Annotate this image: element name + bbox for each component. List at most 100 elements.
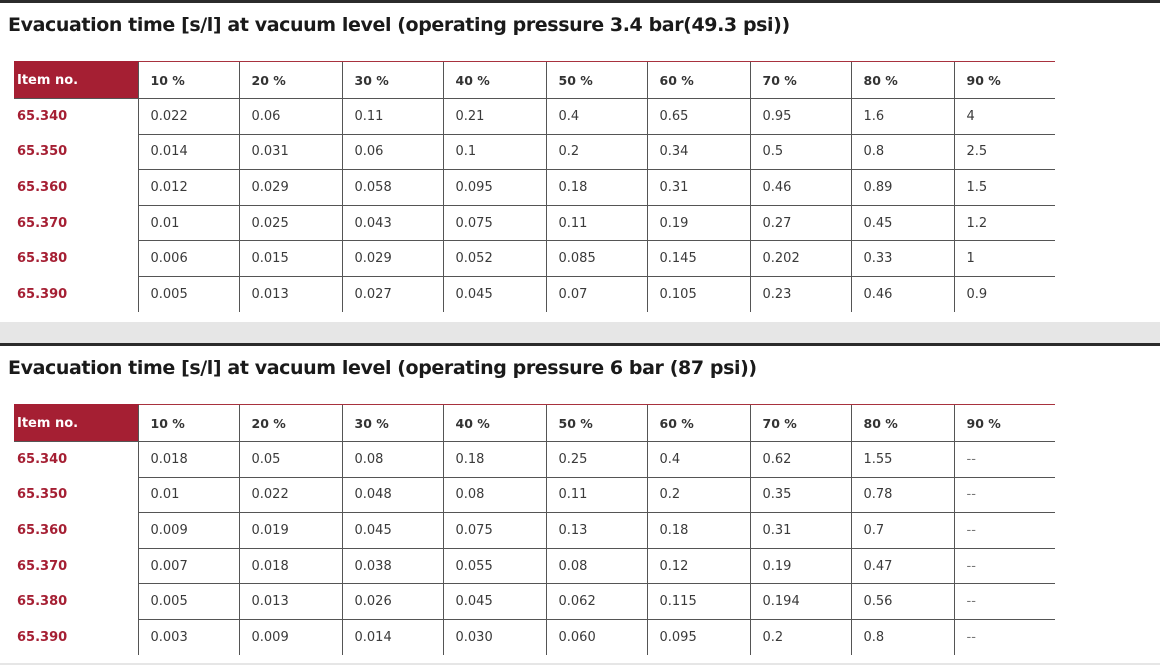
evacuation-time-value: 4 bbox=[953, 98, 1055, 135]
evacuation-time-value: 0.194 bbox=[749, 583, 851, 620]
evacuation-time-value: 1.6 bbox=[850, 98, 954, 135]
evacuation-time-value: 0.11 bbox=[545, 477, 647, 514]
evacuation-time-value: 0.35 bbox=[749, 477, 851, 514]
evacuation-time-value: 0.33 bbox=[850, 240, 954, 277]
item-number: 65.370 bbox=[17, 215, 68, 231]
evacuation-time-value: 1 bbox=[953, 240, 1055, 277]
evacuation-time-value: 0.026 bbox=[341, 583, 443, 620]
evacuation-time-value: 0.12 bbox=[646, 548, 750, 585]
vacuum-level-header: 50 % bbox=[545, 61, 647, 99]
evacuation-time-value: 0.07 bbox=[545, 276, 647, 313]
item-number: 65.360 bbox=[17, 179, 68, 195]
table-row: 65.390 0.003 0.009 0.014 0.030 0.060 0.095 0.2 0… bbox=[14, 619, 1055, 656]
evacuation-time-value: 0.8 bbox=[850, 134, 954, 171]
vacuum-level-header: 90 % bbox=[953, 404, 1055, 442]
table-section-3-4-bar: Evacuation time [s/l] at vacuum level (o… bbox=[0, 0, 1160, 322]
evacuation-time-value: 0.058 bbox=[341, 169, 443, 206]
evacuation-time-value: 0.18 bbox=[646, 512, 750, 549]
evacuation-time-value: 0.2 bbox=[749, 619, 851, 656]
evacuation-time-value: 0.105 bbox=[646, 276, 750, 313]
evacuation-time-value: 0.038 bbox=[341, 548, 443, 585]
evacuation-time-value: 0.045 bbox=[341, 512, 443, 549]
evacuation-time-value: 0.8 bbox=[850, 619, 954, 656]
table-row: 65.370 0.01 0.025 0.043 0.075 0.11 0.19 0.27 0.4… bbox=[14, 205, 1055, 242]
evacuation-time-value: 0.78 bbox=[850, 477, 954, 514]
evacuation-time-value: 0.46 bbox=[850, 276, 954, 313]
evacuation-time-value: 0.05 bbox=[238, 441, 342, 478]
evacuation-time-value: 0.025 bbox=[238, 205, 342, 242]
evacuation-time-value: 0.022 bbox=[137, 98, 239, 135]
evacuation-time-value: 0.7 bbox=[850, 512, 954, 549]
evacuation-time-value: 0.08 bbox=[545, 548, 647, 585]
evacuation-time-value: 0.027 bbox=[341, 276, 443, 313]
evacuation-time-value: 0.08 bbox=[341, 441, 443, 478]
evacuation-time-value: 0.005 bbox=[137, 276, 239, 313]
item-number: 65.340 bbox=[17, 452, 68, 468]
evacuation-time-value: 0.075 bbox=[442, 205, 546, 242]
vacuum-level-header: 20 % bbox=[238, 61, 342, 99]
evacuation-time-value: 0.18 bbox=[545, 169, 647, 206]
vacuum-level-header: 60 % bbox=[646, 404, 750, 442]
evacuation-time-value: 0.4 bbox=[545, 98, 647, 135]
evacuation-time-value: 0.095 bbox=[442, 169, 546, 206]
evacuation-time-value: 0.06 bbox=[341, 134, 443, 171]
evacuation-time-value: 0.029 bbox=[238, 169, 342, 206]
evacuation-time-value: 0.018 bbox=[137, 441, 239, 478]
evacuation-time-value: 0.060 bbox=[545, 619, 647, 656]
evacuation-time-value: 0.115 bbox=[646, 583, 750, 620]
evacuation-time-value: 0.2 bbox=[545, 134, 647, 171]
evacuation-time-value: 0.47 bbox=[850, 548, 954, 585]
evacuation-time-value: 1.5 bbox=[953, 169, 1055, 206]
table-row: 65.350 0.014 0.031 0.06 0.1 0.2 0.34 0.5 0.8 2.5 bbox=[14, 134, 1055, 171]
table-row: 65.380 0.006 0.015 0.029 0.052 0.085 0.145 0.20… bbox=[14, 240, 1055, 277]
evacuation-time-value: 0.2 bbox=[646, 477, 750, 514]
vacuum-level-header: 80 % bbox=[850, 404, 954, 442]
evacuation-time-table: Item no. 10 % 20 % 30 % 40 % 50 % 60 % 70 % 80 %… bbox=[14, 404, 1055, 656]
section-divider bbox=[0, 322, 1160, 343]
evacuation-time-table: Item no. 10 % 20 % 30 % 40 % 50 % 60 % 70 % 80 %… bbox=[14, 61, 1055, 313]
evacuation-time-value: 0.007 bbox=[137, 548, 239, 585]
evacuation-time-value: 0.5 bbox=[749, 134, 851, 171]
evacuation-time-value: 0.45 bbox=[850, 205, 954, 242]
section-title: Evacuation time [s/l] at vacuum level (o… bbox=[8, 14, 790, 36]
evacuation-time-value: 0.006 bbox=[137, 240, 239, 277]
vacuum-level-header: 40 % bbox=[442, 61, 546, 99]
evacuation-time-value: 0.015 bbox=[238, 240, 342, 277]
evacuation-time-value: 0.11 bbox=[341, 98, 443, 135]
evacuation-time-value: 0.18 bbox=[442, 441, 546, 478]
evacuation-time-value: 0.08 bbox=[442, 477, 546, 514]
evacuation-time-value: 0.030 bbox=[442, 619, 546, 656]
evacuation-time-value: 0.95 bbox=[749, 98, 851, 135]
evacuation-time-value: 0.145 bbox=[646, 240, 750, 277]
evacuation-time-value: 0.19 bbox=[749, 548, 851, 585]
table-row: 65.350 0.01 0.022 0.048 0.08 0.11 0.2 0.35 0.78-… bbox=[14, 477, 1055, 514]
evacuation-time-value: 0.31 bbox=[646, 169, 750, 206]
evacuation-time-value: -- bbox=[953, 619, 1055, 656]
evacuation-time-value: 0.009 bbox=[137, 512, 239, 549]
evacuation-time-value: 0.045 bbox=[442, 583, 546, 620]
item-number: 65.370 bbox=[17, 558, 68, 574]
evacuation-time-value: 0.56 bbox=[850, 583, 954, 620]
vacuum-level-header: 60 % bbox=[646, 61, 750, 99]
evacuation-time-value: 1.2 bbox=[953, 205, 1055, 242]
evacuation-time-value: -- bbox=[953, 548, 1055, 585]
evacuation-time-value: 0.65 bbox=[646, 98, 750, 135]
table-section-6-bar: Evacuation time [s/l] at vacuum level (o… bbox=[0, 343, 1160, 665]
evacuation-time-value: 0.9 bbox=[953, 276, 1055, 313]
item-no-header: Item no. bbox=[14, 404, 138, 442]
evacuation-time-value: 0.012 bbox=[137, 169, 239, 206]
evacuation-time-value: 0.34 bbox=[646, 134, 750, 171]
evacuation-time-value: 0.11 bbox=[545, 205, 647, 242]
table-row: 65.340 0.018 0.05 0.08 0.18 0.25 0.4 0.62 1.55 -- bbox=[14, 441, 1055, 478]
evacuation-time-value: 0.031 bbox=[238, 134, 342, 171]
table-row: 65.380 0.005 0.013 0.026 0.045 0.062 0.115 0.19… bbox=[14, 583, 1055, 620]
evacuation-time-value: 0.095 bbox=[646, 619, 750, 656]
evacuation-time-value: 0.029 bbox=[341, 240, 443, 277]
evacuation-time-value: -- bbox=[953, 477, 1055, 514]
evacuation-time-value: 0.019 bbox=[238, 512, 342, 549]
evacuation-time-value: 0.23 bbox=[749, 276, 851, 313]
evacuation-time-value: 0.048 bbox=[341, 477, 443, 514]
evacuation-time-value: 2.5 bbox=[953, 134, 1055, 171]
item-number: 65.380 bbox=[17, 594, 68, 610]
evacuation-time-value: 0.013 bbox=[238, 276, 342, 313]
